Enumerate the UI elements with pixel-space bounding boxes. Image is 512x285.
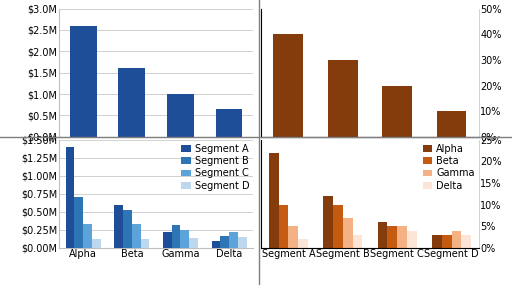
Bar	[269, 153, 279, 248]
Legend: Segment A, Segment B, Segment C, Segment D: Segment A, Segment B, Segment C, Segment…	[179, 142, 251, 193]
Bar	[132, 224, 141, 248]
Bar	[461, 235, 471, 248]
Bar	[118, 68, 145, 137]
Bar	[352, 235, 362, 248]
Bar	[298, 239, 308, 248]
Bar	[70, 26, 97, 137]
Bar	[452, 231, 461, 248]
Bar	[172, 225, 181, 248]
Bar	[114, 205, 123, 248]
Bar	[238, 237, 247, 248]
Bar	[279, 205, 288, 248]
Bar	[407, 231, 417, 248]
Bar	[92, 239, 101, 248]
Bar	[387, 226, 397, 248]
Bar	[123, 210, 132, 248]
Bar	[74, 198, 83, 248]
Legend: Alpha, Beta, Gamma, Delta: Alpha, Beta, Gamma, Delta	[421, 142, 477, 193]
Bar	[83, 224, 92, 248]
Bar	[220, 236, 229, 248]
Bar	[442, 235, 452, 248]
Bar	[377, 222, 387, 248]
Bar	[333, 205, 343, 248]
Bar	[167, 94, 194, 137]
Bar	[343, 218, 352, 248]
Bar	[397, 226, 407, 248]
Bar	[211, 241, 220, 248]
Bar	[216, 109, 243, 137]
Bar	[163, 232, 172, 248]
Bar	[273, 34, 303, 137]
Bar	[432, 235, 442, 248]
Bar	[189, 238, 198, 248]
Bar	[382, 86, 412, 137]
Bar	[66, 147, 74, 248]
Bar	[288, 226, 298, 248]
Bar	[229, 232, 238, 248]
Bar	[141, 239, 150, 248]
Bar	[437, 111, 466, 137]
Bar	[328, 60, 358, 137]
Bar	[180, 230, 189, 248]
Bar	[323, 196, 333, 248]
